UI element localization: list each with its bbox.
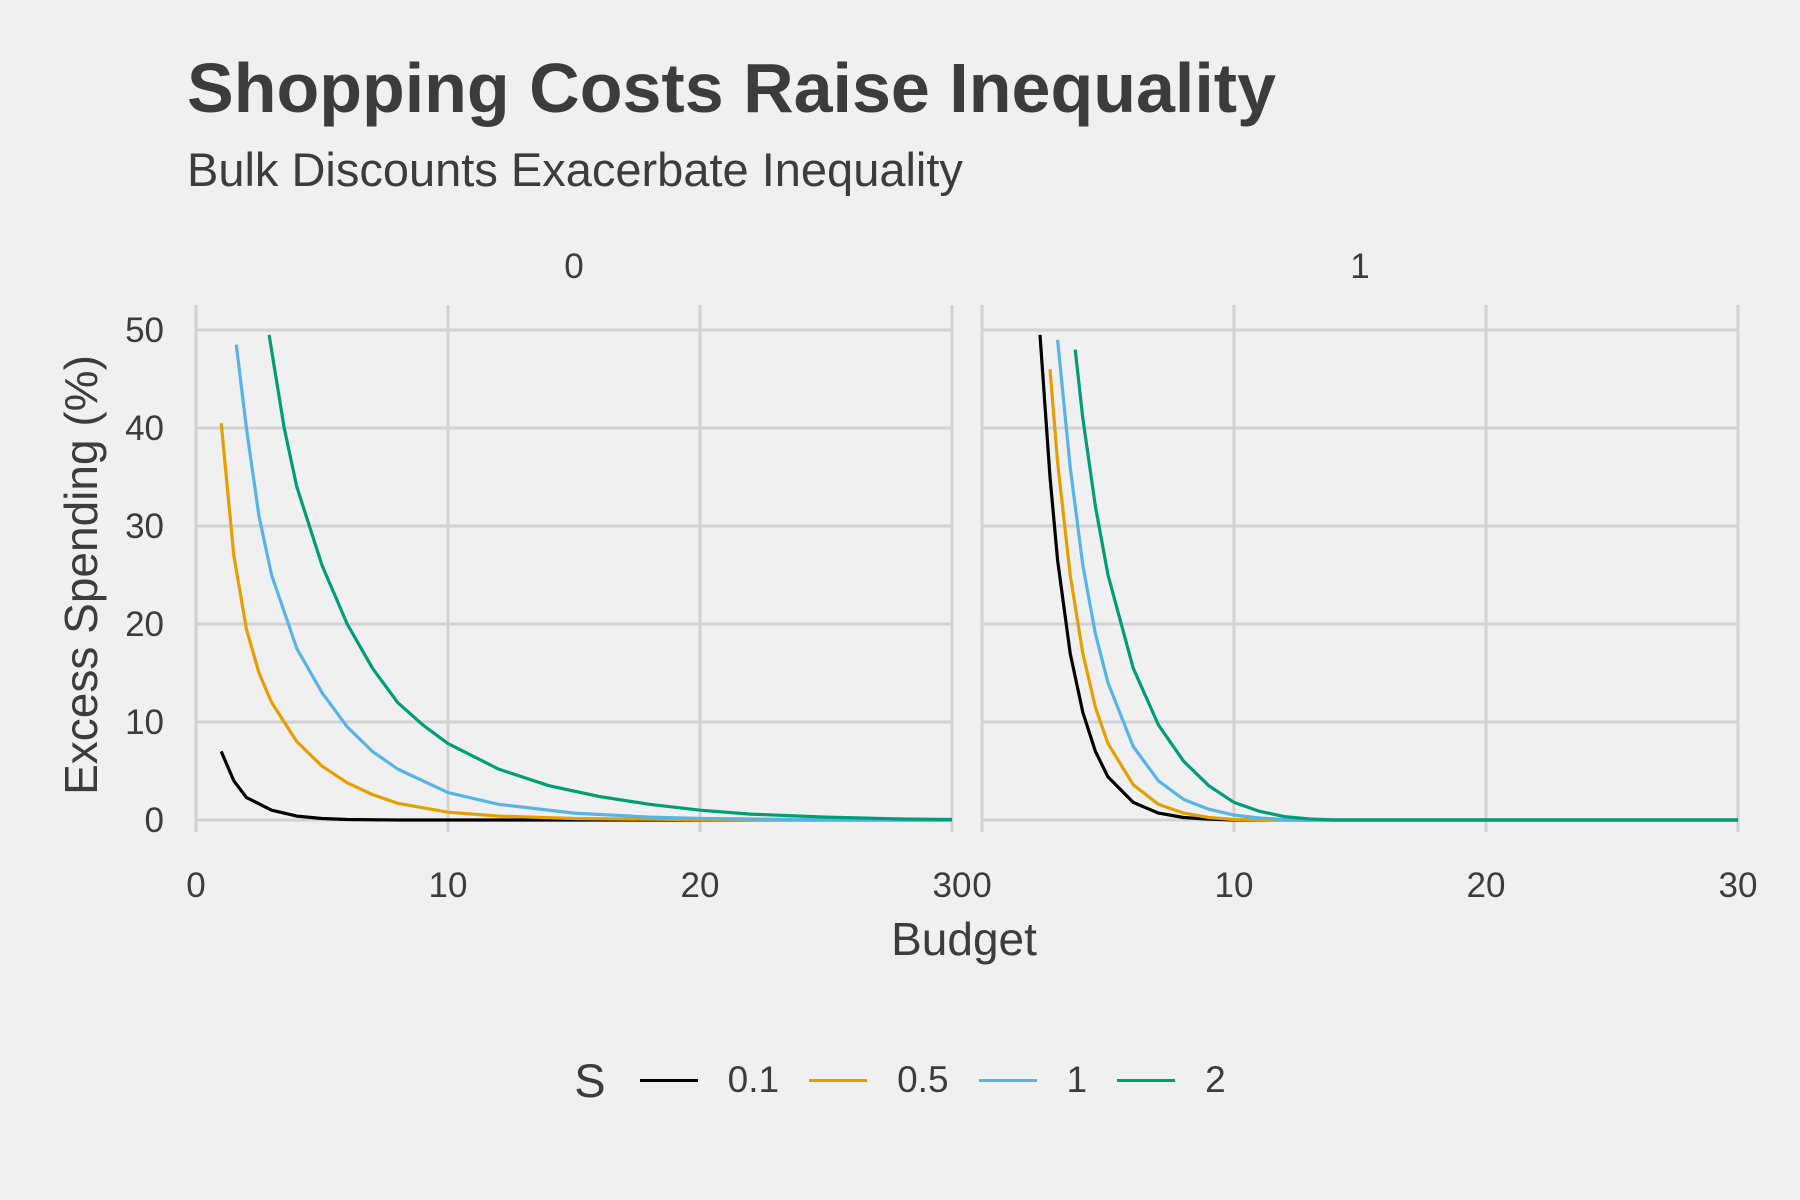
x-tick-label: 10 [1215,866,1254,905]
panel-label: 1 [1350,247,1369,286]
y-tick-label: 0 [145,801,164,840]
y-tick-label: 50 [125,311,164,350]
y-axis-label: Excess Spending (%) [55,355,107,795]
series-line-s-1 [1056,339,1738,822]
chart-title: Shopping Costs Raise Inequality [187,49,1277,127]
legend-label-1: 1 [1066,1059,1088,1100]
chart-subtitle: Bulk Discounts Exacerbate Inequality [187,143,963,196]
y-tick-label: 20 [125,605,164,644]
x-tick-label: 20 [681,866,720,905]
legend-label-0-5: 0.5 [897,1059,949,1100]
series-line-s-0-5 [219,422,952,822]
series-line-s-0-1 [1038,334,1738,822]
legend-key-0-5 [809,1078,868,1082]
legend-item-s-0-1: 0.1 [639,1059,780,1101]
x-tick-label: 0 [186,866,205,905]
y-tick-label: 40 [125,409,164,448]
legend: S 0.1 0.5 1 2 [0,1050,1800,1110]
x-axis-label: Budget [891,913,1037,965]
y-tick-label: 30 [125,507,164,546]
x-tick-label: 0 [972,866,991,905]
series-line-s-2 [1073,349,1738,822]
legend-key-0-1 [639,1078,698,1082]
panel-label: 0 [564,247,583,286]
x-tick-label: 10 [429,866,468,905]
legend-item-s-2: 2 [1117,1059,1226,1101]
x-tick-label: 30 [933,866,972,905]
legend-title: S [574,1053,606,1107]
legend-item-s-0-5: 0.5 [809,1059,949,1101]
legend-item-s-1: 1 [978,1059,1088,1101]
x-tick-label: 30 [1719,866,1758,905]
legend-key-2 [1117,1078,1176,1082]
series-line-s-2 [267,334,953,822]
legend-label-0-1: 0.1 [727,1059,780,1100]
legend-label-2: 2 [1205,1059,1226,1100]
legend-key-1 [978,1078,1037,1082]
series-line-s-0-5 [1048,369,1738,822]
series-line-s-0-1 [219,750,952,822]
series-line-s-1 [234,344,953,822]
y-tick-label: 10 [125,703,164,742]
x-tick-label: 20 [1467,866,1506,905]
